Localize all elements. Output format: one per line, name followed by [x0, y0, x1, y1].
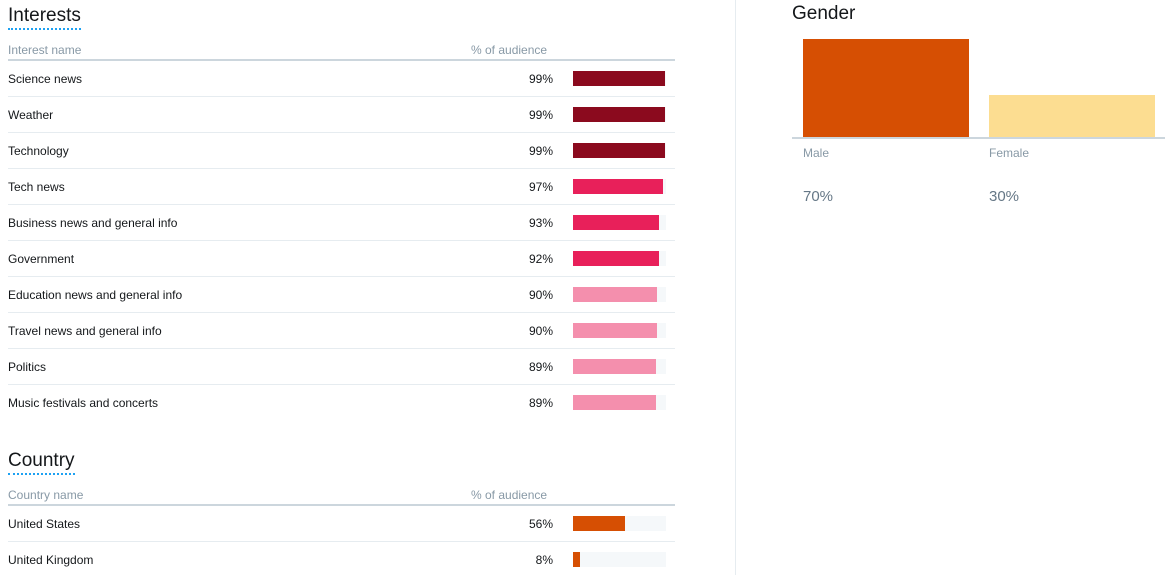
country-list: United States 56% United Kingdom 8% [8, 506, 675, 577]
country-row: United States 56% [8, 506, 675, 542]
gender-label-male: Male [803, 146, 830, 160]
gender-section: Gender Male 70% Female 30% [792, 0, 1167, 575]
interest-row-label: Business news and general info [8, 216, 178, 230]
interest-row-percent: 93% [528, 216, 553, 230]
country-row-percent: 8% [535, 553, 553, 567]
country-table-header: Country name % of audience [8, 479, 675, 506]
interest-row: Science news 99% [8, 61, 675, 97]
country-section: Country Country name % of audience Unite… [8, 450, 675, 577]
interest-row-bar [573, 71, 666, 86]
interest-row-bar-track [573, 107, 666, 122]
interest-row-percent: 97% [528, 180, 553, 194]
interest-row-label: Education news and general info [8, 288, 183, 302]
gender-bar-male [803, 39, 969, 137]
interest-row-percent: 99% [528, 72, 553, 86]
interest-row: Business news and general info 93% [8, 205, 675, 241]
interest-row-percent: 99% [528, 144, 553, 158]
panel-divider [735, 0, 736, 575]
interests-table-header: Interest name % of audience [8, 34, 675, 61]
interest-row-label: Tech news [8, 180, 65, 194]
interest-row-label: Music festivals and concerts [8, 396, 159, 410]
country-title[interactable]: Country [8, 450, 75, 475]
interest-row-bar [573, 107, 666, 122]
country-row-bar [573, 552, 581, 567]
gender-bar-female [989, 95, 1155, 137]
interest-row-bar-track [573, 71, 666, 86]
interests-title[interactable]: Interests [8, 5, 81, 30]
left-panel: Interests Interest name % of audience Sc… [8, 0, 676, 567]
interest-row: Government 92% [8, 241, 675, 277]
interest-row-bar [573, 143, 666, 158]
interest-name-header: Interest name [8, 43, 82, 57]
interests-list: Science news 99% Weather 99% Technology 99% Te… [8, 61, 675, 420]
interest-row: Weather 99% [8, 97, 675, 133]
interest-row-percent: 89% [528, 360, 553, 374]
interest-row-percent: 89% [528, 396, 553, 410]
interest-row-bar [573, 395, 656, 410]
interest-row-label: Science news [8, 72, 83, 86]
country-row: United Kingdom 8% [8, 542, 675, 577]
interest-row-label: Government [8, 252, 75, 266]
interest-row-percent: 99% [528, 108, 553, 122]
country-row-bar-track [573, 552, 666, 567]
interest-row: Travel news and general info 90% [8, 313, 675, 349]
interest-row-percent: 90% [528, 324, 553, 338]
interest-row-bar-track [573, 251, 666, 266]
country-row-label: United Kingdom [8, 553, 94, 567]
gender-chart-baseline [792, 137, 1165, 139]
gender-value-male: 70% [803, 188, 834, 205]
interest-row-label: Politics [8, 360, 47, 374]
interest-row-bar [573, 179, 664, 194]
interest-row-percent: 92% [528, 252, 553, 266]
interest-row-bar [573, 323, 657, 338]
country-row-bar-track [573, 516, 666, 531]
interest-row-bar-track [573, 395, 666, 410]
interest-row: Tech news 97% [8, 169, 675, 205]
interest-row-label: Weather [8, 108, 54, 122]
interest-row-bar-track [573, 215, 666, 230]
interest-row-bar-track [573, 143, 666, 158]
interests-section: Interests Interest name % of audience Sc… [8, 0, 676, 420]
interest-row-bar [573, 287, 657, 302]
interest-row-bar-track [573, 323, 666, 338]
gender-title: Gender [792, 3, 856, 24]
interest-row-bar-track [573, 359, 666, 374]
interest-row-label: Travel news and general info [8, 324, 162, 338]
interest-row: Politics 89% [8, 349, 675, 385]
country-pct-header: % of audience [471, 488, 548, 502]
interest-row-bar [573, 215, 660, 230]
interest-row-bar-track [573, 287, 666, 302]
interest-row-bar-track [573, 179, 666, 194]
country-row-label: United States [8, 517, 81, 531]
interest-row: Technology 99% [8, 133, 675, 169]
interest-row: Education news and general info 90% [8, 277, 675, 313]
interest-row-bar [573, 251, 659, 266]
gender-label-female: Female [989, 146, 1030, 160]
interest-pct-header: % of audience [471, 43, 548, 57]
country-row-bar [573, 516, 626, 531]
gender-value-female: 30% [989, 188, 1020, 205]
country-name-header: Country name [8, 488, 84, 502]
interest-row: Music festivals and concerts 89% [8, 385, 675, 420]
interest-row-percent: 90% [528, 288, 553, 302]
interest-row-label: Technology [8, 144, 69, 158]
country-row-percent: 56% [528, 517, 553, 531]
interest-row-bar [573, 359, 656, 374]
